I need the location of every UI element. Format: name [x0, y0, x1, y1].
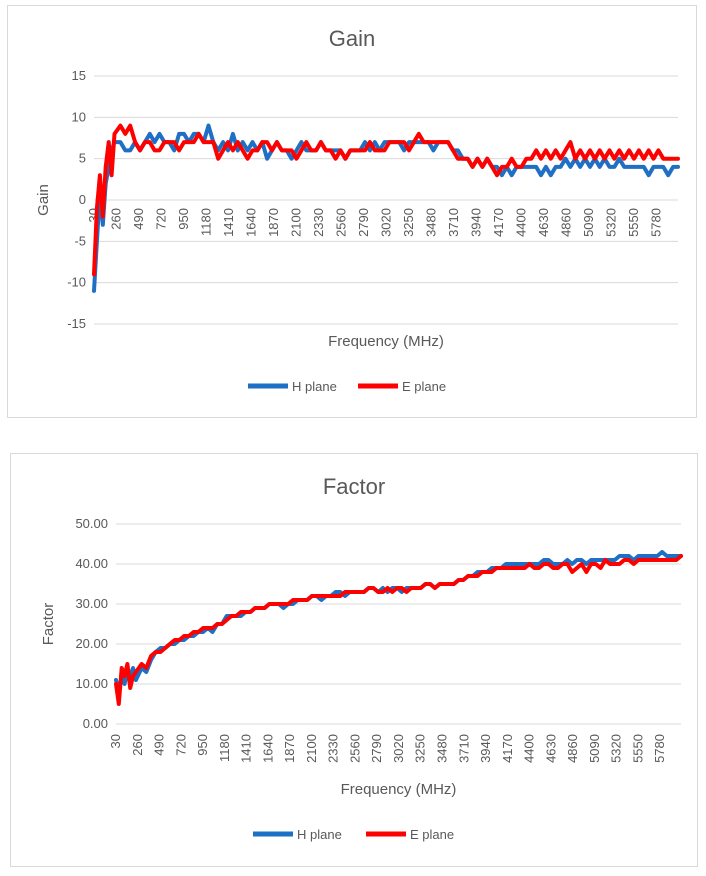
x-axis-title: Frequency (MHz) — [328, 333, 444, 350]
x-tick-label: 4400 — [513, 208, 528, 237]
x-tick-label: 1870 — [266, 208, 281, 237]
y-tick-label: 10.00 — [75, 676, 108, 691]
chart-title: Factor — [323, 474, 385, 499]
x-tick-label: 2790 — [369, 734, 384, 763]
x-tick-label: 3480 — [435, 734, 450, 763]
factor-chart-panel: Factor 50.00 40.00 30.00 20.00 10.00 0.00 30 260… — [10, 453, 698, 867]
x-tick-label: 3710 — [456, 734, 471, 763]
y-tick-label: -10 — [67, 275, 86, 290]
x-tick-label: 2100 — [304, 734, 319, 763]
x-tick-label: 2560 — [333, 208, 348, 237]
x-tick-label: 2560 — [347, 734, 362, 763]
legend-entry: E plane — [402, 379, 446, 394]
x-tick-label: 490 — [131, 208, 146, 230]
y-tick-label: 15 — [72, 68, 86, 83]
x-tick-label: 3250 — [413, 734, 428, 763]
x-tick-label: 3940 — [468, 208, 483, 237]
y-tick-label: 30.00 — [75, 596, 108, 611]
x-tick-label: 5320 — [603, 208, 618, 237]
x-tick-label: 2330 — [326, 734, 341, 763]
x-tick-label: 5320 — [609, 734, 624, 763]
x-tick-label: 5090 — [587, 734, 602, 763]
x-tick-label: 5780 — [652, 734, 667, 763]
x-tick-label: 5550 — [630, 734, 645, 763]
x-tick-label: 5780 — [648, 208, 663, 237]
x-tick-label: 2790 — [356, 208, 371, 237]
x-tick-label: 1180 — [198, 208, 213, 236]
x-tick-label: 1640 — [260, 734, 275, 763]
x-tick-label: 2330 — [311, 208, 326, 237]
series-line-h-plane — [114, 550, 683, 694]
x-tick-label: 3020 — [378, 208, 393, 237]
legend-entry: H plane — [297, 827, 342, 842]
legend-entry: E plane — [410, 827, 454, 842]
x-tick-label: 4630 — [536, 208, 551, 237]
x-tick-label: 1870 — [282, 734, 297, 763]
x-tick-label: 720 — [173, 734, 188, 756]
y-tick-label: 0 — [79, 192, 86, 207]
series-line-e-plane — [92, 123, 680, 277]
x-tick-label: 4630 — [543, 734, 558, 763]
x-tick-label: 720 — [153, 208, 168, 230]
x-tick-label: 3940 — [478, 734, 493, 763]
x-tick-label: 3020 — [391, 734, 406, 763]
y-tick-label: -5 — [74, 233, 86, 248]
x-tick-label: 260 — [130, 734, 145, 756]
x-tick-label: 5550 — [626, 208, 641, 237]
y-tick-label: 40.00 — [75, 556, 108, 571]
x-tick-label: 4860 — [565, 734, 580, 763]
x-tick-label: 4400 — [522, 734, 537, 763]
x-tick-label: 3710 — [446, 208, 461, 237]
y-tick-label: 20.00 — [75, 636, 108, 651]
y-axis-title: Factor — [40, 603, 57, 646]
x-tick-label: 950 — [176, 208, 191, 230]
x-tick-label: 260 — [108, 208, 123, 230]
x-tick-label: 4170 — [500, 734, 515, 763]
x-tick-label: 1180 — [217, 734, 232, 762]
x-tick-label: 4170 — [491, 208, 506, 237]
x-axis-title: Frequency (MHz) — [341, 781, 457, 798]
x-tick-label: 1640 — [243, 208, 258, 237]
y-tick-label: 50.00 — [75, 516, 108, 531]
x-tick-label: 2100 — [288, 208, 303, 237]
y-axis-title: Gain — [35, 184, 52, 216]
x-tick-label: 1410 — [221, 208, 236, 237]
y-tick-label: 0.00 — [83, 716, 108, 731]
chart-title: Gain — [329, 26, 375, 51]
x-tick-label: 3480 — [423, 208, 438, 237]
x-tick-label: 3250 — [401, 208, 416, 237]
gain-chart-panel: Gain 15 10 5 0 -5 -10 -15 30 260 490 720 950 1180 1410… — [7, 5, 697, 418]
x-tick-label: 5090 — [581, 208, 596, 237]
x-tick-label: 950 — [195, 734, 210, 756]
y-tick-label: 10 — [72, 109, 86, 124]
x-tick-label: 4860 — [558, 208, 573, 237]
legend-entry: H plane — [292, 379, 337, 394]
x-tick-label: 1410 — [239, 734, 254, 763]
series-line-e-plane — [114, 554, 683, 706]
y-tick-label: -15 — [67, 316, 86, 331]
x-tick-label: 30 — [108, 734, 123, 748]
x-tick-label: 490 — [152, 734, 167, 756]
y-tick-label: 5 — [79, 151, 86, 166]
